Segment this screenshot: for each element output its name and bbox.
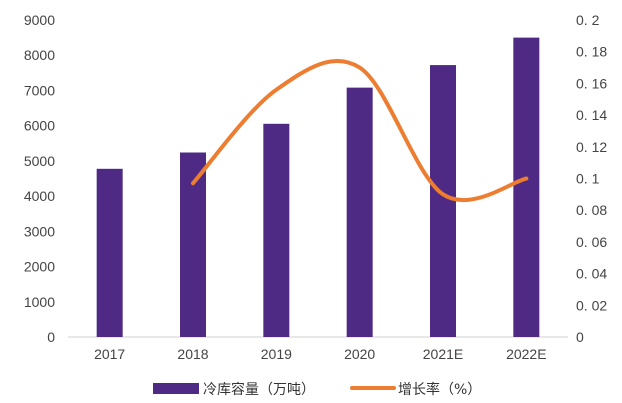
bar-series xyxy=(96,37,540,337)
x-tick-label: 2020 xyxy=(344,346,375,362)
left-tick-label: 6000 xyxy=(24,118,55,134)
right-tick-label: 0. 08 xyxy=(576,202,607,218)
legend-bar-swatch xyxy=(153,383,199,394)
line-series xyxy=(191,58,529,203)
left-tick-label: 9000 xyxy=(24,12,55,28)
right-tick-label: 0 xyxy=(576,329,584,345)
bar xyxy=(96,168,123,337)
x-tick-label: 2019 xyxy=(261,346,292,362)
legend-bar-label: 冷库容量（万吨） xyxy=(203,381,315,398)
left-tick-label: 2000 xyxy=(24,259,55,275)
right-y-axis: 0 0. 02 0. 04 0. 06 0. 08 0. 1 0. 12 0. 14 0. 16… xyxy=(576,12,607,345)
x-tick-label: 2022E xyxy=(506,346,546,362)
right-tick-label: 0. 06 xyxy=(576,234,607,250)
right-tick-label: 0. 18 xyxy=(576,44,607,60)
bar xyxy=(263,123,290,337)
x-tick-label: 2017 xyxy=(94,346,125,362)
left-tick-label: 1000 xyxy=(24,294,55,310)
x-tick-label: 2021E xyxy=(423,346,463,362)
right-tick-label: 0. 2 xyxy=(576,12,600,28)
growth-rate-line xyxy=(191,58,529,203)
bar xyxy=(430,65,456,337)
bar xyxy=(180,152,206,337)
left-tick-label: 4000 xyxy=(24,188,55,204)
left-tick-label: 0 xyxy=(47,329,55,345)
right-tick-label: 0. 14 xyxy=(576,107,607,123)
left-tick-label: 8000 xyxy=(24,47,55,63)
x-tick-label: 2018 xyxy=(177,346,208,362)
legend-item-bar: 冷库容量（万吨） xyxy=(153,381,315,398)
right-tick-label: 0. 02 xyxy=(576,297,607,313)
bar xyxy=(513,37,540,337)
legend: 冷库容量（万吨） 增长率（%） xyxy=(153,381,481,398)
bar xyxy=(346,87,373,337)
legend-line-label: 增长率（%） xyxy=(398,381,481,398)
x-axis: 2017 2018 2019 2020 2021E 2022E xyxy=(94,346,546,362)
left-y-axis: 0 1000 2000 3000 4000 5000 6000 7000 8000 9000 xyxy=(24,12,55,345)
right-tick-label: 0. 1 xyxy=(576,171,600,187)
left-tick-label: 3000 xyxy=(24,223,55,239)
legend-item-line: 增长率（%） xyxy=(350,381,481,398)
left-tick-label: 7000 xyxy=(24,82,55,98)
right-tick-label: 0. 16 xyxy=(576,75,607,91)
left-tick-label: 5000 xyxy=(24,153,55,169)
right-tick-label: 0. 12 xyxy=(576,139,607,155)
right-tick-label: 0. 04 xyxy=(576,266,607,282)
